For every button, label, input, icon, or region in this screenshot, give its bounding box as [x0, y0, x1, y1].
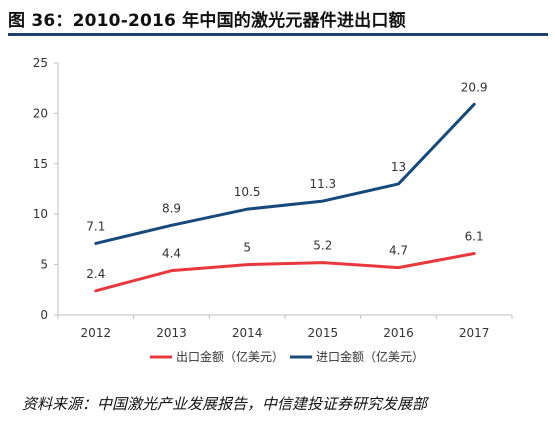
y-tick-label: 10 [33, 207, 48, 221]
line-chart: 0 5 10 15 20 25 2012 2013 2014 2015 2016 2017 2.4 4.4… [33, 56, 513, 364]
data-label: 4.4 [162, 247, 181, 261]
y-tick-label: 25 [33, 56, 48, 70]
data-label: 10.5 [234, 185, 261, 199]
data-label: 5.2 [313, 239, 332, 253]
x-tick-label: 2014 [232, 326, 263, 340]
legend-label: 进口金额（亿美元） [316, 349, 424, 364]
data-label: 8.9 [162, 201, 181, 215]
series-line-2 [94, 102, 476, 245]
x-tick-label: 2016 [383, 326, 414, 340]
y-tick-label: 15 [33, 157, 48, 171]
x-tick-label: 2017 [459, 326, 490, 340]
data-label: 4.7 [389, 244, 408, 258]
data-label: 6.1 [465, 230, 484, 244]
data-label: 11.3 [309, 177, 336, 191]
figure-title: 图 36：2010-2016 年中国的激光元器件进出口额 [8, 11, 406, 31]
y-tick-label: 5 [40, 258, 48, 272]
y-tick-label: 20 [33, 106, 48, 120]
series-line-1 [94, 252, 476, 293]
data-label: 5 [243, 241, 251, 255]
source-note: 资料来源：中国激光产业发展报告，中信建投证券研究发展部 [22, 395, 428, 413]
legend-label: 出口金额（亿美元） [176, 349, 284, 364]
data-label: 2.4 [86, 267, 105, 281]
data-label: 20.9 [461, 80, 488, 94]
x-tick-label: 2013 [156, 326, 187, 340]
data-label: 7.1 [86, 219, 105, 233]
x-tick-label: 2012 [81, 326, 112, 340]
title-divider [8, 33, 548, 36]
data-label: 13 [391, 160, 406, 174]
x-tick-label: 2015 [308, 326, 339, 340]
y-tick-label: 0 [40, 308, 48, 322]
